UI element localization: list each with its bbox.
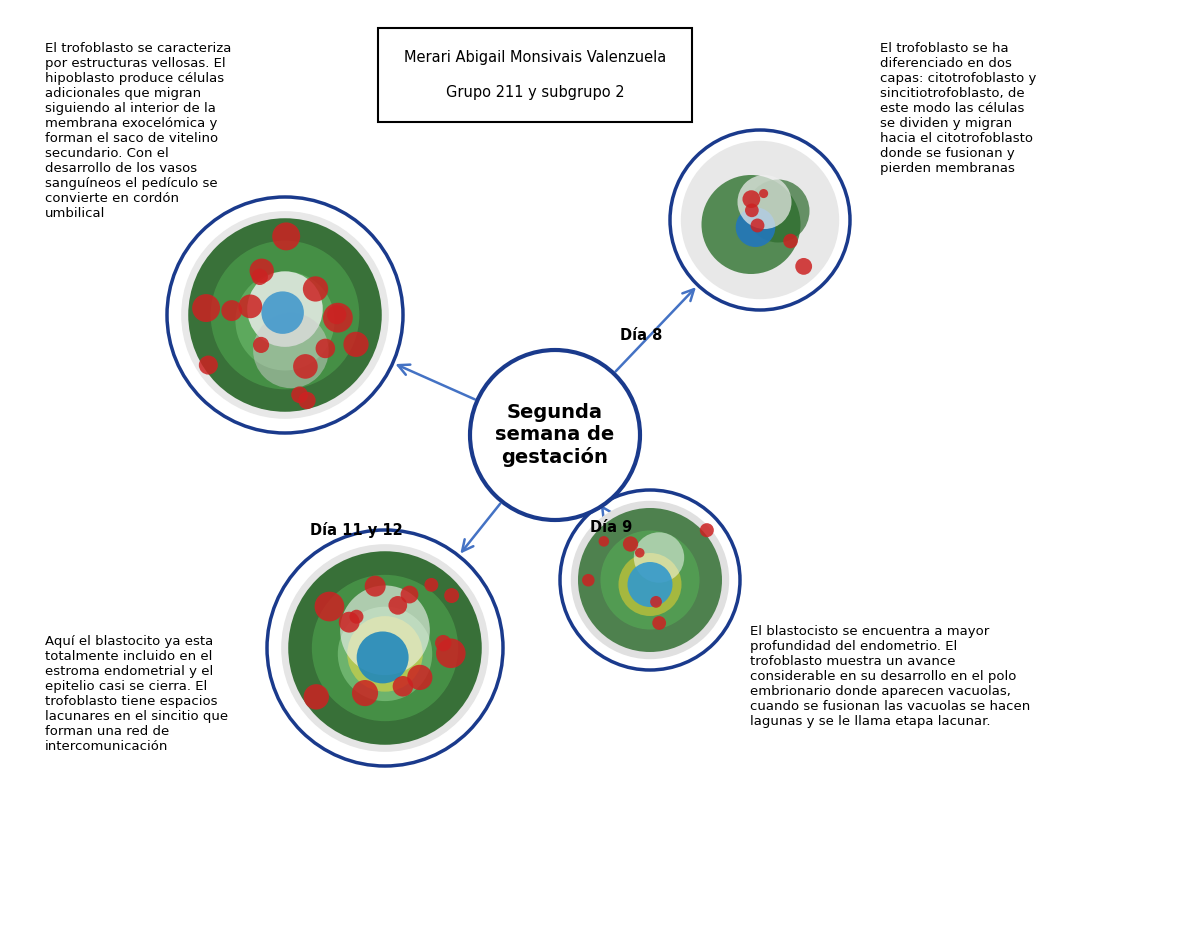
Circle shape xyxy=(299,392,316,409)
Circle shape xyxy=(407,665,432,690)
Text: El trofoblasto se ha
diferenciado en dos
capas: citotrofoblasto y
sincitiotrofob: El trofoblasto se ha diferenciado en dos… xyxy=(880,42,1037,175)
Circle shape xyxy=(738,175,792,229)
Circle shape xyxy=(623,537,638,552)
Circle shape xyxy=(281,544,488,752)
Circle shape xyxy=(235,272,335,371)
Circle shape xyxy=(292,387,308,403)
Text: Segunda
semana de
gestación: Segunda semana de gestación xyxy=(496,403,614,467)
Circle shape xyxy=(750,219,764,233)
Circle shape xyxy=(316,338,335,358)
Circle shape xyxy=(635,548,644,558)
Circle shape xyxy=(599,536,610,547)
Circle shape xyxy=(618,553,682,616)
Circle shape xyxy=(578,508,722,652)
Circle shape xyxy=(600,530,700,629)
Circle shape xyxy=(650,596,662,608)
Circle shape xyxy=(582,574,594,587)
Circle shape xyxy=(392,676,413,696)
Circle shape xyxy=(253,337,269,353)
Circle shape xyxy=(352,680,378,706)
Circle shape xyxy=(680,141,839,299)
Circle shape xyxy=(167,197,403,433)
Circle shape xyxy=(302,276,328,301)
Text: El blastocisto se encuentra a mayor
profundidad del endometrio. El
trofoblasto m: El blastocisto se encuentra a mayor prof… xyxy=(750,625,1031,728)
Circle shape xyxy=(247,272,323,347)
Circle shape xyxy=(389,596,407,615)
Circle shape xyxy=(343,332,368,357)
Text: Día 9: Día 9 xyxy=(590,520,632,536)
FancyBboxPatch shape xyxy=(378,28,692,122)
Circle shape xyxy=(634,532,684,583)
Circle shape xyxy=(436,635,451,652)
Circle shape xyxy=(181,211,389,419)
Circle shape xyxy=(365,576,385,597)
Circle shape xyxy=(796,258,812,274)
Circle shape xyxy=(653,616,666,629)
Circle shape xyxy=(425,578,438,591)
Circle shape xyxy=(312,575,458,721)
Circle shape xyxy=(272,222,300,250)
Circle shape xyxy=(401,586,419,603)
Circle shape xyxy=(745,204,758,217)
Circle shape xyxy=(304,684,329,709)
Circle shape xyxy=(743,190,761,208)
Circle shape xyxy=(470,350,640,520)
Circle shape xyxy=(323,303,353,333)
Circle shape xyxy=(338,612,360,632)
Circle shape xyxy=(239,295,262,318)
Circle shape xyxy=(221,300,242,321)
Circle shape xyxy=(340,586,430,675)
Text: El trofoblasto se caracteriza
por estructuras vellosas. El
hipoblasto produce cé: El trofoblasto se caracteriza por estruc… xyxy=(46,42,232,220)
Circle shape xyxy=(293,354,318,379)
Circle shape xyxy=(266,530,503,766)
Circle shape xyxy=(571,501,730,659)
Circle shape xyxy=(784,234,798,248)
Circle shape xyxy=(700,523,714,538)
Circle shape xyxy=(760,189,768,198)
Circle shape xyxy=(444,588,460,603)
Circle shape xyxy=(192,294,220,322)
Circle shape xyxy=(328,305,347,324)
Text: Aquí el blastocito ya esta
totalmente incluido en el
estroma endometrial y el
ep: Aquí el blastocito ya esta totalmente in… xyxy=(46,635,228,753)
Circle shape xyxy=(356,631,408,683)
Circle shape xyxy=(736,208,775,247)
Circle shape xyxy=(670,130,850,310)
Circle shape xyxy=(628,562,672,607)
Circle shape xyxy=(211,241,359,389)
Circle shape xyxy=(702,175,800,274)
Text: Día 8: Día 8 xyxy=(620,327,662,342)
Circle shape xyxy=(338,606,432,701)
Circle shape xyxy=(436,639,466,668)
Circle shape xyxy=(199,356,218,375)
Circle shape xyxy=(560,490,740,670)
Text: Día 11 y 12: Día 11 y 12 xyxy=(310,522,403,538)
Circle shape xyxy=(250,259,274,283)
Circle shape xyxy=(253,312,329,388)
Circle shape xyxy=(252,269,268,285)
Circle shape xyxy=(288,552,481,744)
Text: Merari Abigail Monsivais Valenzuela

Grupo 211 y subgrupo 2: Merari Abigail Monsivais Valenzuela Grup… xyxy=(404,50,666,100)
Circle shape xyxy=(347,616,422,692)
Circle shape xyxy=(746,180,810,243)
Circle shape xyxy=(262,291,304,334)
Circle shape xyxy=(314,591,344,621)
Circle shape xyxy=(188,218,382,412)
Circle shape xyxy=(349,610,364,624)
